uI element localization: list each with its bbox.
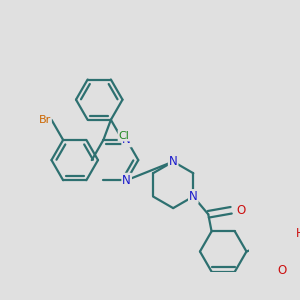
Text: N: N [122,174,131,187]
Text: Cl: Cl [118,130,129,140]
Text: O: O [236,204,246,217]
Text: N: N [189,190,198,203]
Text: N: N [122,134,131,146]
Text: Br: Br [39,115,51,125]
Text: N: N [169,155,178,168]
Text: O: O [277,264,286,277]
Text: H: H [296,227,300,240]
